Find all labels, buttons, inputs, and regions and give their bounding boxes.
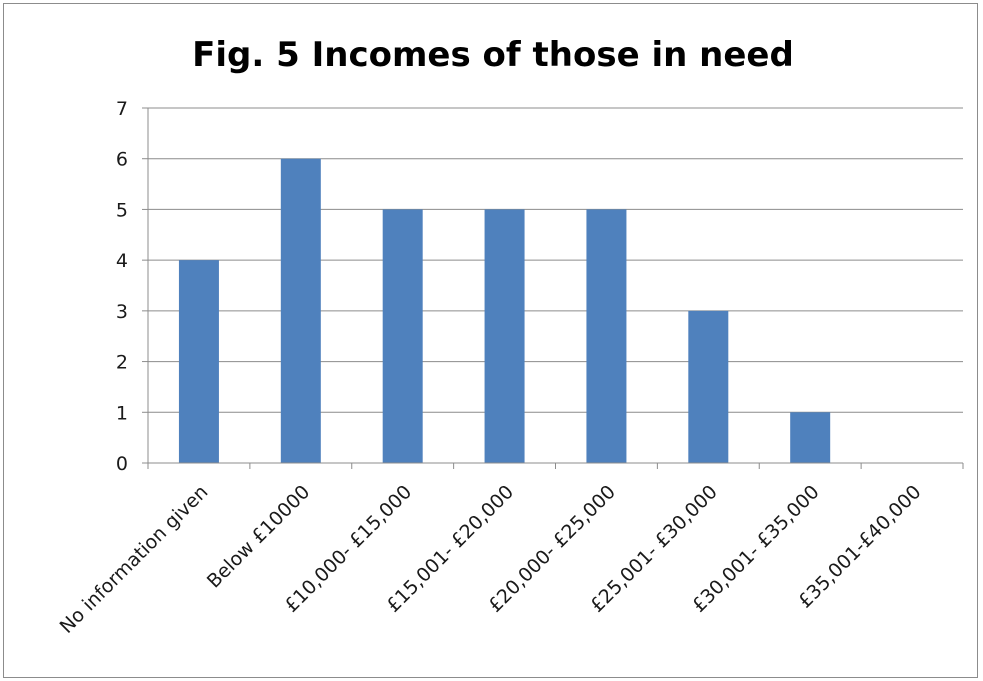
bar bbox=[688, 310, 729, 463]
bars bbox=[178, 158, 831, 463]
bar bbox=[790, 412, 831, 463]
bar bbox=[280, 158, 321, 463]
x-category-label: No information given bbox=[56, 481, 213, 638]
y-tick-label: 0 bbox=[116, 453, 128, 475]
bar bbox=[382, 209, 423, 463]
axes bbox=[142, 107, 964, 469]
bar bbox=[484, 209, 525, 463]
y-tick-label: 5 bbox=[116, 199, 128, 221]
y-tick-label: 3 bbox=[116, 301, 128, 323]
y-tick-label: 1 bbox=[116, 402, 128, 424]
y-tick-label: 6 bbox=[116, 149, 128, 171]
bar bbox=[586, 209, 627, 463]
chart-title: Fig. 5 Incomes of those in need bbox=[192, 35, 794, 75]
gridlines bbox=[148, 107, 963, 413]
y-tick-labels: 0 1 2 3 4 5 6 7 bbox=[116, 98, 128, 475]
x-category-label: Below £10000 bbox=[203, 481, 315, 593]
y-tick-label: 2 bbox=[116, 352, 128, 374]
y-tick-label: 7 bbox=[116, 98, 128, 120]
bar bbox=[178, 260, 219, 463]
y-tick-label: 4 bbox=[116, 250, 128, 272]
